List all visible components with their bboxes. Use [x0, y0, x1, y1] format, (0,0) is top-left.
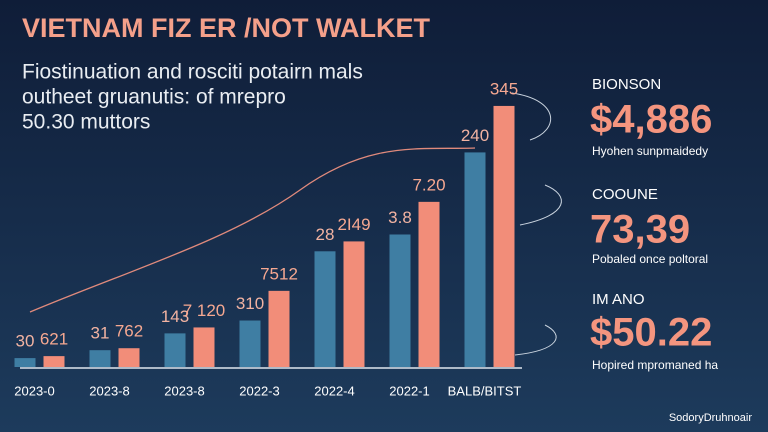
bar: [239, 320, 261, 367]
bar-label: 621: [40, 330, 68, 349]
stat-caption: Hopired mpromaned ha: [592, 358, 718, 372]
stat-figure: 73,39: [590, 208, 690, 252]
bar-label: 345: [490, 79, 518, 98]
x-tick-label: BALB/BITST: [448, 383, 522, 398]
bar-label: 310: [236, 294, 264, 313]
bar: [343, 241, 365, 367]
bar: [418, 201, 440, 367]
bar: [314, 251, 336, 367]
x-tick-label: 2022-3: [239, 383, 279, 398]
x-tick-label: 2023-0: [14, 383, 54, 398]
stat-figure: $4,886: [590, 98, 712, 142]
trend-curve: [29, 147, 476, 313]
bar-label: 7512: [260, 264, 298, 283]
stat-caption: Hyohen sunpmaidedy: [592, 144, 708, 158]
bar-label: 762: [115, 322, 143, 341]
stat-heading: IM ANO: [592, 291, 645, 308]
stat-heading: COOUNE: [592, 186, 658, 203]
stat-figure: $50.22: [590, 311, 712, 355]
subtitle: Fiostinuation and rosciti potairn mals: [22, 61, 363, 84]
bar-label: 3.8: [388, 208, 412, 227]
connector: [514, 324, 557, 356]
connector: [519, 184, 562, 226]
subtitle: outheet gruanutis: of mrepro: [22, 86, 286, 109]
bar: [493, 105, 515, 367]
bar-label: 7 120: [183, 301, 226, 320]
subtitle: 50.30 muttors: [22, 111, 150, 134]
bar-label: 2I49: [337, 215, 370, 234]
bar: [193, 327, 215, 367]
bar-label: 7.20: [412, 175, 445, 194]
bar: [268, 290, 290, 367]
bar: [389, 234, 411, 367]
connector: [511, 92, 552, 141]
x-tick-label: 2022-4: [314, 383, 354, 398]
x-tick-label: 2023-8: [89, 383, 129, 398]
bar: [89, 350, 111, 367]
bar: [464, 152, 486, 367]
stat-heading: BIONSON: [592, 76, 661, 93]
chart-title: VIETNAM FIZ ER /NOT WALKET: [22, 13, 430, 43]
side-panel: BIONSON $4,886 Hyohen sunpmaidedy COOUNE…: [590, 76, 718, 372]
bar: [14, 358, 36, 367]
bar-label: 28: [316, 225, 335, 244]
bar: [118, 348, 140, 367]
x-tick-label: 2023-8: [164, 383, 204, 398]
stat-caption: Pobaled once poltoral: [592, 252, 708, 266]
bar: [43, 356, 65, 367]
bar-label: 31: [91, 324, 110, 343]
footer: SodoryDruhnoair: [669, 412, 752, 424]
x-tick-label: 2022-1: [389, 383, 429, 398]
bar-label: 30: [16, 332, 35, 351]
bar: [164, 333, 186, 367]
bar-label: 143: [161, 307, 189, 326]
bar-label: 240: [461, 126, 489, 145]
